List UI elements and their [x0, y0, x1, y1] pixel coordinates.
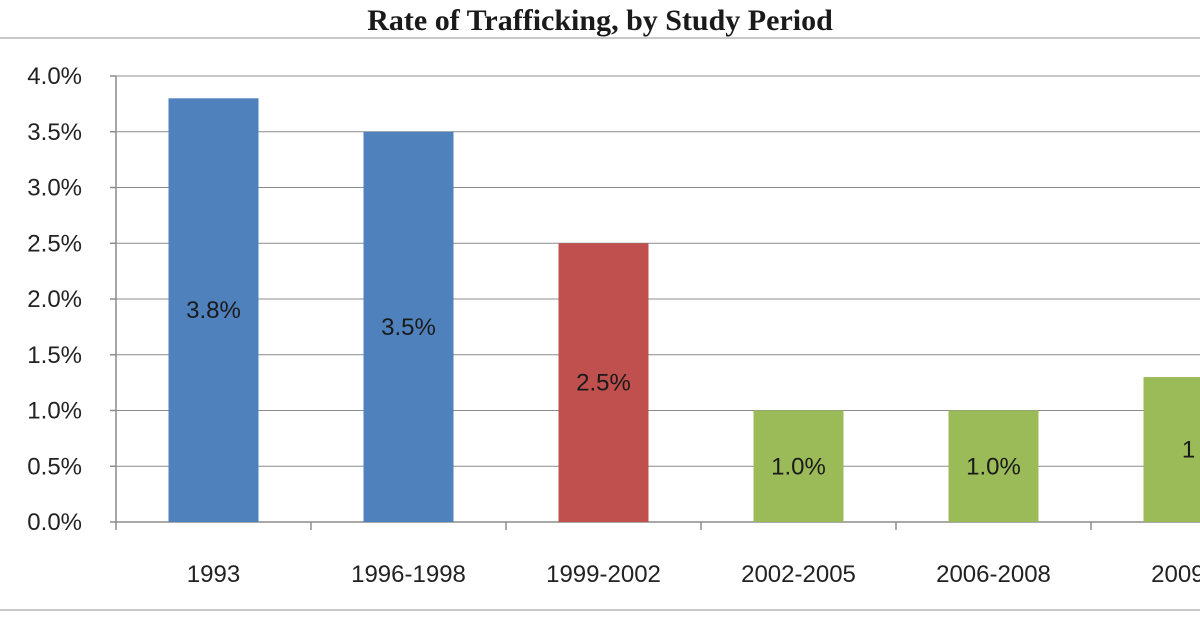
x-tick-label: 1993 — [187, 561, 240, 588]
data-label: 2.5% — [576, 370, 631, 397]
x-tick-label: 2006-2008 — [936, 561, 1051, 588]
x-tick-label: 2002-2005 — [741, 561, 856, 588]
data-label: 3.8% — [186, 297, 241, 324]
data-label: 1.0% — [966, 453, 1021, 480]
x-tick-label: 1999-2002 — [546, 561, 661, 588]
data-label: 1.0% — [771, 453, 826, 480]
y-tick-label: 3.0% — [27, 175, 82, 202]
data-label: 1 — [1182, 437, 1195, 464]
y-tick-label: 2.5% — [27, 230, 82, 257]
y-tick-label: 3.5% — [27, 119, 82, 146]
y-tick-label: 0.5% — [27, 453, 82, 480]
y-tick-label: 1.5% — [27, 342, 82, 369]
x-tick-labels: 1993 1996-1998 1999-2002 2002-2005 2006-2008… — [187, 561, 1200, 588]
y-tick-label: 1.0% — [27, 398, 82, 425]
y-tick-labels: 0.0% 0.5% 1.0% 1.5% 2.0% 2.5% 3.0% 3.5% 4.0% — [27, 63, 82, 536]
x-tick-label: 2009-2 — [1151, 561, 1200, 588]
data-label: 3.5% — [381, 314, 436, 341]
grid-lines — [116, 76, 1200, 466]
chart-title: Rate of Trafficking, by Study Period — [367, 4, 833, 37]
y-tick-label: 2.0% — [27, 286, 82, 313]
y-tick-label: 0.0% — [27, 509, 82, 536]
x-tick-label: 1996-1998 — [351, 561, 466, 588]
y-tick-label: 4.0% — [27, 63, 82, 90]
data-labels: 3.8% 3.5% 2.5% 1.0% 1.0% 1 — [186, 297, 1195, 480]
bars — [169, 98, 1200, 522]
